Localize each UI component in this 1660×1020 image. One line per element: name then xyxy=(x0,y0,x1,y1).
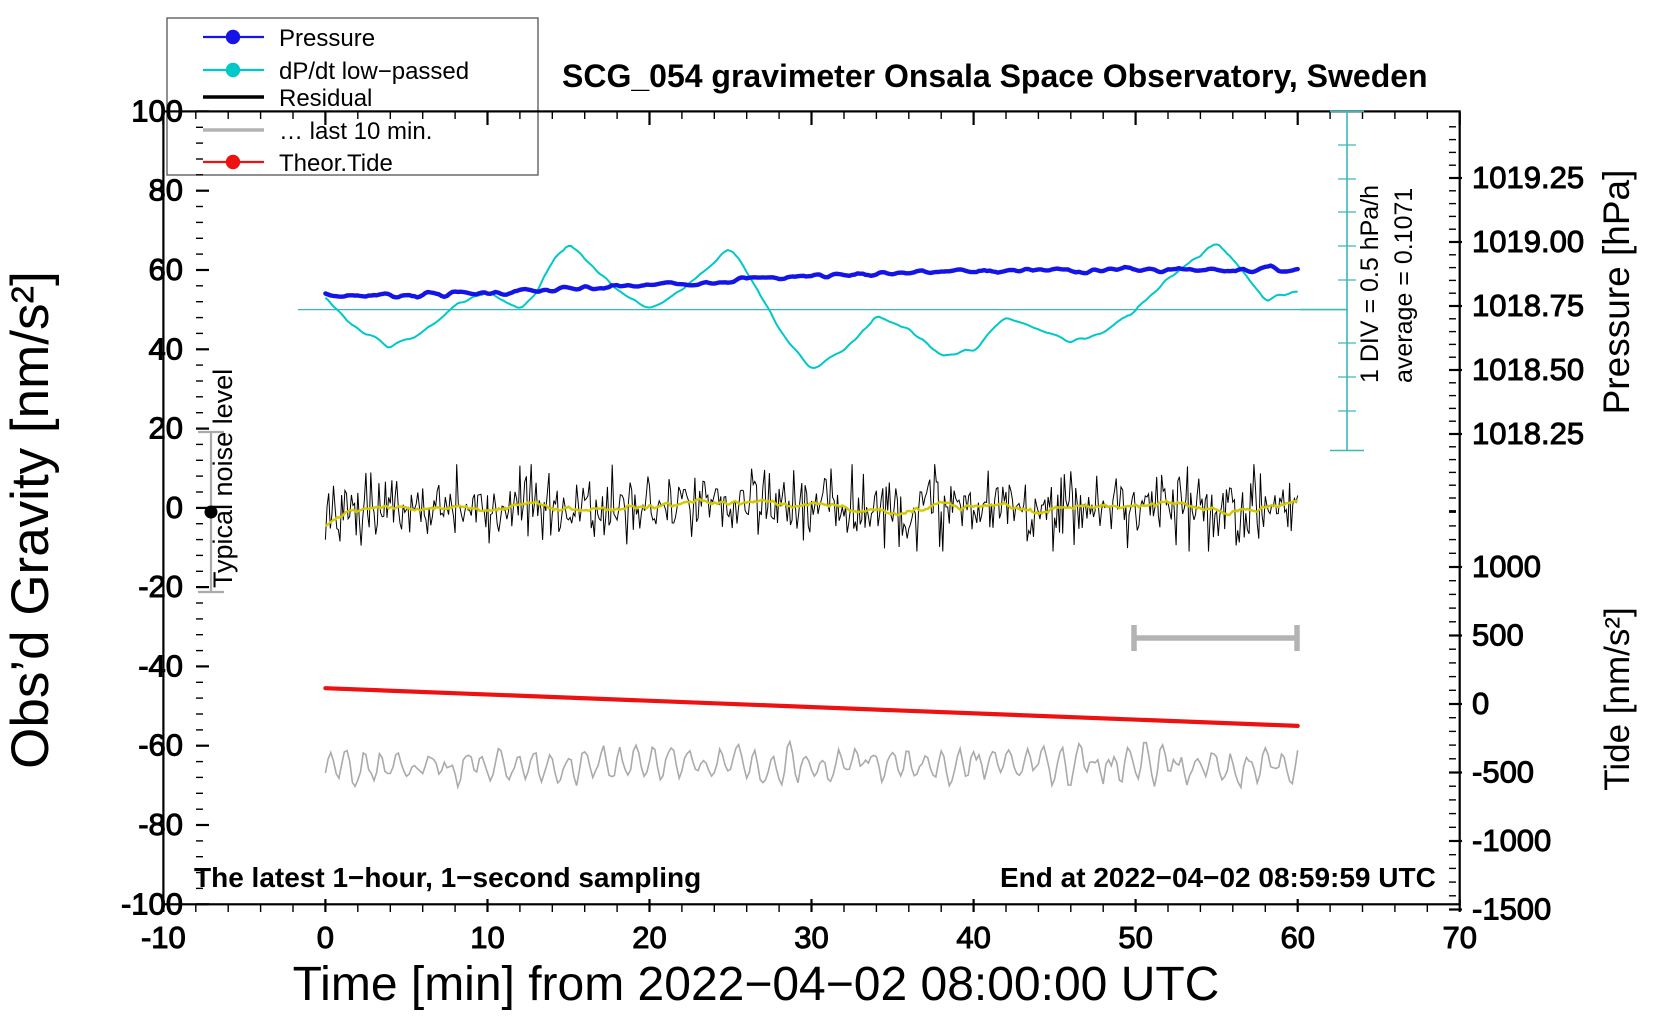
svg-text:-40: -40 xyxy=(138,648,183,683)
svg-text:Obs’d Gravity [nm/s²]: Obs’d Gravity [nm/s²] xyxy=(1,271,60,769)
svg-text:The latest 1−hour, 1−second sa: The latest 1−hour, 1−second sampling xyxy=(194,862,701,893)
svg-text:1018.25: 1018.25 xyxy=(1472,416,1584,451)
svg-text:-10: -10 xyxy=(141,920,186,955)
svg-text:-500: -500 xyxy=(1472,755,1534,790)
svg-text:1019.00: 1019.00 xyxy=(1472,224,1584,259)
svg-text:End at 2022−04−02 08:59:59 UTC: End at 2022−04−02 08:59:59 UTC xyxy=(1000,862,1436,893)
svg-text:50: 50 xyxy=(1118,920,1152,955)
svg-text:average = 0.1071: average = 0.1071 xyxy=(1390,188,1418,383)
svg-text:Residual: Residual xyxy=(279,85,372,112)
svg-text:dP/dt low−passed: dP/dt low−passed xyxy=(279,58,469,85)
svg-text:40: 40 xyxy=(956,920,990,955)
svg-text:-100: -100 xyxy=(121,886,183,921)
svg-text:60: 60 xyxy=(149,252,183,287)
svg-text:0: 0 xyxy=(166,490,183,525)
svg-text:100: 100 xyxy=(131,93,183,128)
svg-text:… last 10 min.: … last 10 min. xyxy=(279,118,432,145)
svg-text:20: 20 xyxy=(632,920,666,955)
svg-text:40: 40 xyxy=(149,331,183,366)
svg-text:-20: -20 xyxy=(138,569,183,604)
svg-text:1000: 1000 xyxy=(1472,549,1541,584)
svg-text:-1000: -1000 xyxy=(1472,823,1551,858)
svg-text:1018.75: 1018.75 xyxy=(1472,288,1584,323)
svg-text:-60: -60 xyxy=(138,728,183,763)
svg-text:10: 10 xyxy=(470,920,504,955)
svg-text:Typical noise level: Typical noise level xyxy=(208,369,238,588)
svg-text:SCG_054 gravimeter Onsala Spac: SCG_054 gravimeter Onsala Space Observat… xyxy=(562,58,1428,94)
svg-text:30: 30 xyxy=(794,920,828,955)
svg-text:Pressure: Pressure xyxy=(279,25,375,52)
svg-text:60: 60 xyxy=(1280,920,1314,955)
svg-text:Tide [nm/s²]: Tide [nm/s²] xyxy=(1598,607,1637,790)
svg-text:Time [min] from 2022−04−02 08:: Time [min] from 2022−04−02 08:00:00 UTC xyxy=(293,958,1220,1011)
svg-text:1 DIV = 0.5 hPa/h: 1 DIV = 0.5 hPa/h xyxy=(1356,185,1384,383)
svg-text:20: 20 xyxy=(149,411,183,446)
svg-text:1019.25: 1019.25 xyxy=(1472,160,1584,195)
svg-text:Theor.Tide: Theor.Tide xyxy=(279,150,393,177)
svg-text:-1500: -1500 xyxy=(1472,892,1551,927)
svg-text:-80: -80 xyxy=(138,807,183,842)
svg-text:0: 0 xyxy=(317,920,334,955)
svg-text:500: 500 xyxy=(1472,618,1524,653)
svg-text:80: 80 xyxy=(149,173,183,208)
svg-text:Pressure [hPa]: Pressure [hPa] xyxy=(1596,170,1637,415)
svg-text:0: 0 xyxy=(1472,686,1489,721)
svg-text:1018.50: 1018.50 xyxy=(1472,352,1584,387)
